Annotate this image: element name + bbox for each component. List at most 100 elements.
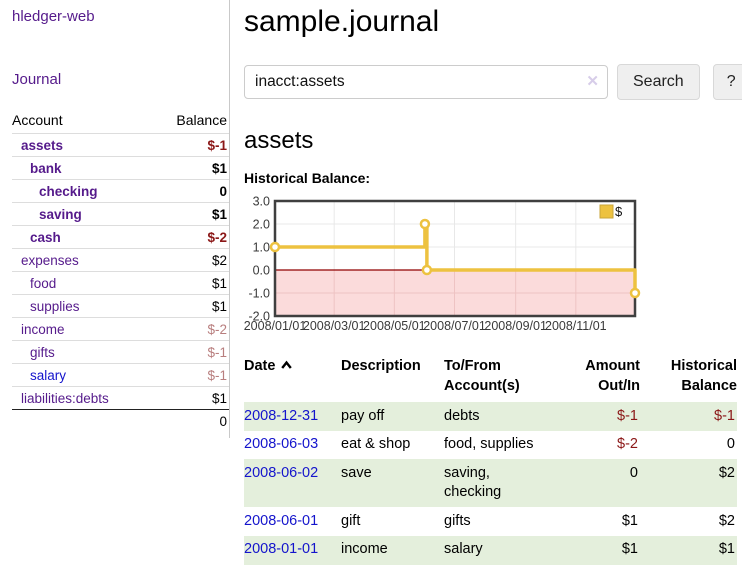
register-header-description: Description [341, 358, 421, 374]
sort-ascending-icon [280, 357, 293, 377]
search-box: ✕ [244, 65, 608, 99]
account-link[interactable]: checking [39, 183, 98, 199]
svg-text:2008/09/01: 2008/09/01 [484, 319, 547, 333]
sidebar: hledger-web Journal Account Balance asse… [0, 0, 230, 438]
search-form: ✕ Search ? [244, 64, 742, 100]
svg-text:-1.0: -1.0 [248, 287, 270, 301]
account-balance: $1 [152, 386, 229, 410]
transaction-amount: $1 [621, 512, 638, 529]
transaction-amount: $1 [549, 535, 640, 565]
register-row: 2008-01-01 income salary $1 $1 [244, 535, 737, 565]
app-title: hledger-web [12, 8, 229, 26]
account-link[interactable]: income [21, 321, 65, 337]
account-row: saving $1 [12, 202, 229, 226]
svg-text:$: $ [615, 204, 623, 219]
app-title-link[interactable]: hledger-web [12, 8, 95, 25]
register-row: 2008-06-01 gift gifts $1 $2 [244, 507, 737, 536]
account-balance: $1 [152, 271, 229, 295]
transaction-accounts: food, supplies [444, 436, 534, 453]
transaction-accounts: debts [444, 402, 549, 431]
register-header-amount: Amount Out/In [585, 358, 640, 394]
account-link[interactable]: food [30, 275, 57, 291]
register-row: 2008-06-03 eat & shop food, supplies $-2… [244, 431, 737, 460]
account-balance: $-1 [152, 340, 229, 364]
account-link[interactable]: expenses [21, 252, 79, 268]
clear-search-icon[interactable]: ✕ [586, 73, 599, 90]
transaction-balance: $1 [640, 535, 737, 565]
account-row: bank $1 [12, 156, 229, 180]
svg-text:-2.0: -2.0 [248, 310, 270, 324]
svg-text:3.0: 3.0 [253, 195, 270, 209]
account-link[interactable]: bank [30, 160, 62, 176]
account-row: gifts $-1 [12, 340, 229, 364]
sidebar-item-journal[interactable]: Journal [12, 71, 62, 88]
transaction-date-link[interactable]: 2008-12-31 [244, 407, 319, 424]
account-balance: $1 [152, 294, 229, 318]
account-row: salary $-1 [12, 363, 229, 387]
svg-text:2008/07/01: 2008/07/01 [423, 319, 486, 333]
svg-text:2008/05/01: 2008/05/01 [363, 319, 426, 333]
transaction-description: eat & shop [341, 436, 411, 453]
account-link[interactable]: supplies [30, 298, 80, 314]
accounts-table: Account Balance assets $-1 bank $1 check… [12, 108, 229, 432]
transaction-balance: $2 [640, 459, 737, 508]
chart-title: Historical Balance: [244, 170, 371, 186]
accounts-total-row: 0 [12, 409, 229, 432]
transaction-amount: $-2 [617, 436, 638, 453]
register-header-date[interactable]: Date [244, 355, 341, 402]
historical-balance-chart: 3.0 2.0 1.0 0.0 -1.0 -2.0 2008/01/01 2008/03/01… [244, 193, 742, 344]
transaction-description: pay off [341, 402, 444, 431]
accounts-header-balance: Balance [176, 112, 227, 128]
account-row: checking 0 [12, 179, 229, 203]
account-link[interactable]: assets [21, 137, 64, 153]
transaction-date-link[interactable]: 2008-06-03 [244, 436, 319, 453]
register-row: 2008-06-02 save saving, checking 0 $2 [244, 459, 737, 508]
account-link[interactable]: cash [30, 229, 61, 245]
svg-text:1.0: 1.0 [253, 241, 270, 255]
account-row: food $1 [12, 271, 229, 295]
svg-text:2.0: 2.0 [253, 218, 270, 232]
sidebar-nav: Journal [12, 71, 229, 89]
account-balance: $-2 [152, 317, 229, 341]
svg-text:0.0: 0.0 [253, 264, 270, 278]
account-balance: $-1 [152, 133, 229, 157]
register-header-balance: Historical Balance [670, 358, 737, 394]
account-balance: $2 [152, 248, 229, 272]
account-row: supplies $1 [12, 294, 229, 318]
transaction-date-link[interactable]: 2008-06-01 [244, 512, 319, 529]
transaction-date-link[interactable]: 2008-06-02 [244, 464, 319, 481]
account-link[interactable]: liabilities:debts [21, 390, 109, 406]
transaction-amount: 0 [549, 459, 640, 508]
transaction-amount: $-1 [549, 402, 640, 431]
accounts-header-account: Account [12, 112, 63, 128]
transaction-description: income [341, 535, 444, 565]
account-row: assets $-1 [12, 133, 229, 157]
transaction-balance: $2 [718, 512, 735, 529]
account-link[interactable]: salary [30, 367, 67, 383]
account-heading: assets [244, 127, 314, 154]
transaction-balance: 0 [726, 436, 735, 453]
page-title: sample.journal [244, 5, 440, 38]
register-row: 2008-12-31 pay off debts $-1 $-1 [244, 402, 737, 431]
account-row: cash $-2 [12, 225, 229, 249]
transaction-accounts: gifts [444, 512, 471, 529]
transaction-balance: $-1 [640, 402, 737, 431]
account-link[interactable]: saving [39, 206, 82, 222]
svg-text:2008/03/01: 2008/03/01 [303, 319, 366, 333]
transaction-description: gift [341, 512, 361, 529]
transaction-description: save [341, 459, 444, 508]
account-row: expenses $2 [12, 248, 229, 272]
search-help-button[interactable]: ? [712, 64, 742, 100]
search-button[interactable]: Search [617, 64, 700, 100]
hledger-web-app: hledger-web Journal Account Balance asse… [0, 0, 742, 565]
account-balance: $1 [152, 202, 229, 226]
transaction-date-link[interactable]: 2008-01-01 [244, 541, 319, 558]
account-balance: 0 [152, 179, 229, 203]
accounts-total-value: 0 [152, 409, 229, 432]
transaction-accounts: saving, checking [444, 459, 549, 508]
account-balance: $-1 [152, 363, 229, 387]
svg-text:2008/11/01: 2008/11/01 [545, 319, 607, 333]
register-header-accounts: To/From Account(s) [444, 358, 520, 394]
account-link[interactable]: gifts [30, 344, 55, 360]
search-input[interactable] [244, 65, 608, 99]
